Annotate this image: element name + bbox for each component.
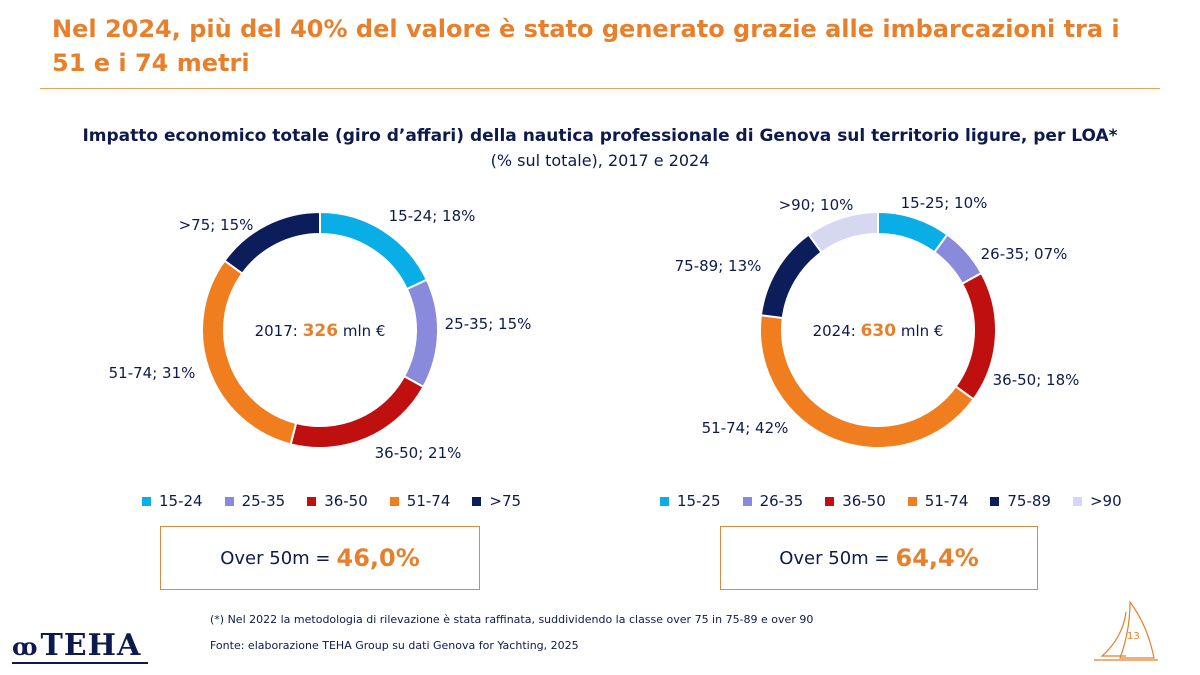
legend-item-1-0: 15-25 [660,492,721,510]
legend-swatch [742,496,752,506]
legend-2024: 15-25 26-35 36-50 51-74 75-89 >90 [660,492,1144,510]
page-number: 13 [1127,631,1140,642]
summary-label-2017: Over 50m = [220,547,331,569]
teha-logo: ꝏTEHA [12,628,141,663]
slice-label-1-5: >90; 10% [779,196,854,214]
legend-label: >75 [489,492,522,510]
donut-slice-1-5 [807,210,879,254]
legend-2017: 15-24 25-35 36-50 51-74 >75 [142,492,543,510]
legend-item-1-4: 75-89 [990,492,1051,510]
legend-label: 25-35 [241,492,286,510]
slice-label-1-0: 15-25; 10% [901,194,988,212]
source-note: Fonte: elaborazione TEHA Group su dati G… [210,639,579,652]
slice-label-0-3: 51-74; 31% [109,364,196,382]
donut-slice-1-0 [877,210,949,254]
legend-swatch [472,496,482,506]
slice-label-1-3: 51-74; 42% [702,419,789,437]
legend-label: >90 [1089,492,1122,510]
donut-slice-1-2 [954,271,997,401]
footnote: (*) Nel 2022 la metodologia di rilevazio… [210,613,814,626]
legend-swatch [224,496,234,506]
legend-swatch [990,496,1000,506]
legend-swatch [907,496,917,506]
donut-slice-0-4 [223,210,321,275]
legend-item-0-1: 25-35 [224,492,286,510]
legend-swatch [142,496,151,506]
legend-item-1-2: 36-50 [825,492,886,510]
slice-label-0-0: 15-24; 18% [389,207,476,225]
legend-label: 75-89 [1007,492,1051,510]
header-divider [40,88,1160,89]
summary-box-2017: Over 50m = 46,0% [160,526,480,590]
legend-label: 26-35 [759,492,804,510]
legend-item-1-3: 51-74 [907,492,969,510]
legend-label: 51-74 [406,492,451,510]
legend-swatch [660,496,669,506]
legend-item-0-4: >75 [472,492,521,510]
legend-item-0-3: 51-74 [389,492,451,510]
slice-label-0-1: 25-35; 15% [445,315,532,333]
chart-title: Impatto economico totale (giro d’affari)… [82,126,1118,146]
legend-label: 15-25 [677,492,721,510]
slice-label-0-2: 36-50; 21% [375,444,462,462]
legend-item-0-2: 36-50 [307,492,368,510]
donut-slice-0-1 [402,278,439,389]
legend-swatch [825,496,835,506]
legend-swatch [389,496,399,506]
summary-value-2017: 46,0% [336,544,420,572]
teha-logo-mark-icon: ꝏ [12,632,39,661]
page-headline: Nel 2024, più del 40% del valore è stato… [52,15,1120,77]
legend-swatch [307,496,317,506]
donut-slice-0-3 [201,259,298,446]
legend-swatch [1072,496,1082,506]
summary-label-2024: Over 50m = [779,547,890,569]
legend-label: 15-24 [159,492,203,510]
summary-value-2024: 64,4% [895,544,979,572]
legend-item-0-0: 15-24 [142,492,203,510]
center-label-0: 2017: 326 mln € [255,321,386,341]
legend-item-1-1: 26-35 [742,492,804,510]
legend-item-1-5: >90 [1072,492,1122,510]
teha-logo-text: TEHA [40,628,142,663]
summary-box-2024: Over 50m = 64,4% [720,526,1038,590]
sail-icon [1094,600,1158,661]
slice-label-0-4: >75; 15% [179,216,254,234]
logo-underline [12,662,148,664]
chart-subtitle: (% sul totale), 2017 e 2024 [490,151,710,170]
legend-label: 36-50 [842,492,886,510]
donut-slice-1-4 [759,233,823,320]
legend-label: 51-74 [924,492,969,510]
slice-label-1-1: 26-35; 07% [981,245,1068,263]
donut-slice-0-2 [289,374,425,449]
slice-label-1-2: 36-50; 18% [993,371,1080,389]
center-label-1: 2024: 630 mln € [813,321,944,341]
legend-label: 36-50 [324,492,368,510]
slice-label-1-4: 75-89; 13% [675,257,762,275]
